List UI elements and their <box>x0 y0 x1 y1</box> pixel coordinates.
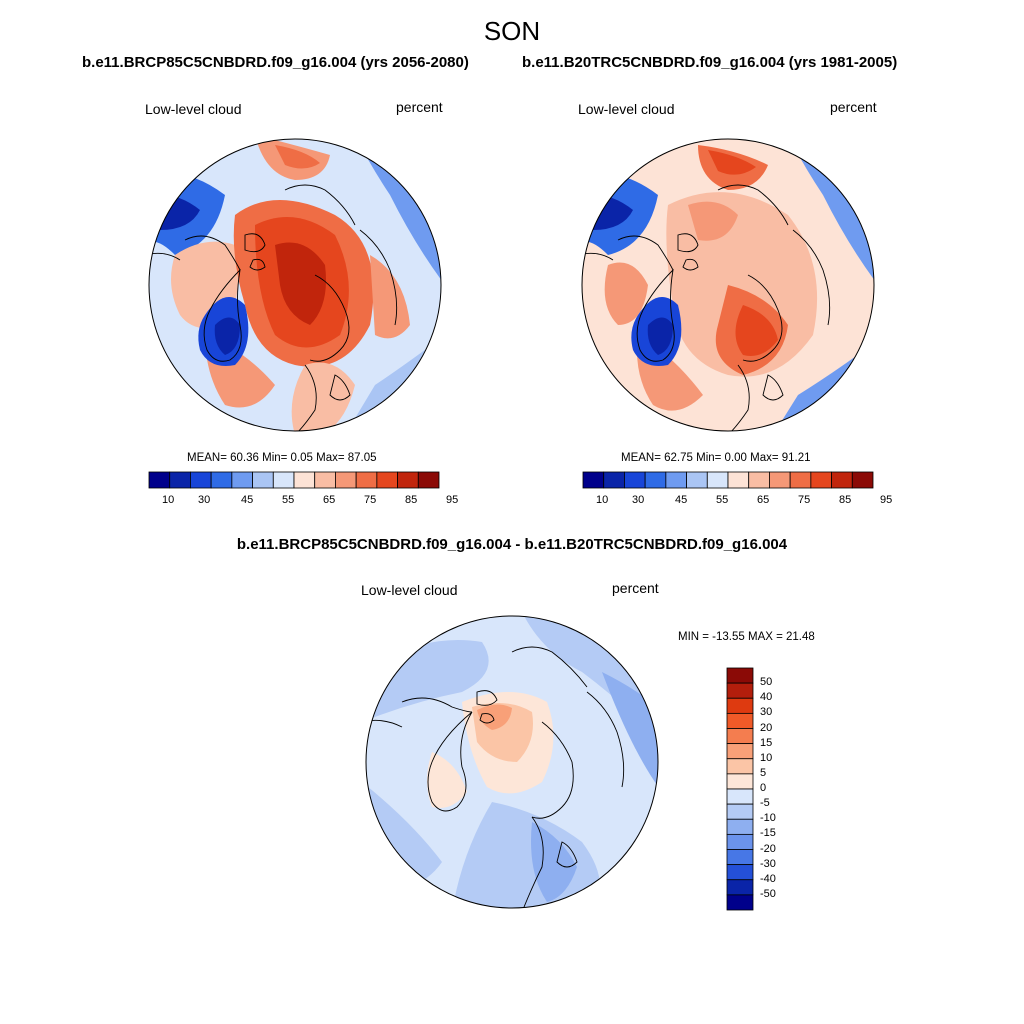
colorbar-swatch <box>726 712 754 729</box>
panel-left-cb-tick: 10 <box>162 494 175 506</box>
panel-left-cb-tick: 75 <box>364 494 377 506</box>
colorbar-swatch <box>272 471 295 489</box>
panel-left-cb-tick: 65 <box>323 494 336 506</box>
colorbar-swatch <box>376 471 398 489</box>
colorbar-swatch <box>789 471 812 489</box>
colorbar-swatch <box>727 471 750 489</box>
panel-right-cb-tick: 85 <box>839 494 852 506</box>
colorbar-swatch <box>417 471 440 489</box>
panel-left-cb-tick: 55 <box>282 494 295 506</box>
difference-cb-label: -10 <box>760 812 776 825</box>
difference-cb-label: 10 <box>760 751 773 764</box>
panel-right-colorbar <box>582 471 874 489</box>
difference-cb-label: 20 <box>760 721 773 734</box>
colorbar-swatch <box>397 471 419 489</box>
difference-stats: MIN = -13.55 MAX = 21.48 <box>678 631 815 643</box>
colorbar-swatch <box>603 471 625 489</box>
colorbar-swatch <box>314 471 336 489</box>
panel-right-cb-tick: 95 <box>880 494 893 506</box>
panel-right-cb-tick: 30 <box>632 494 645 506</box>
panel-left-cb-tick: 85 <box>405 494 418 506</box>
panel-left-stats: MEAN= 60.36 Min= 0.05 Max= 87.05 <box>187 452 377 464</box>
panel-left-variable-label: Low-level cloud <box>145 101 242 117</box>
difference-cb-label: -40 <box>760 872 776 885</box>
difference-cb-label: 15 <box>760 736 773 749</box>
panel-left-cb-tick: 45 <box>241 494 254 506</box>
difference-cb-label: 0 <box>760 782 767 794</box>
difference-title: b.e11.BRCP85C5CNBDRD.f09_g16.004 - b.e11… <box>236 536 788 553</box>
difference-cb-label: 5 <box>760 766 767 779</box>
panel-right-units-label: percent <box>830 99 877 115</box>
colorbar-swatch <box>210 471 233 489</box>
colorbar-swatch <box>252 471 274 489</box>
difference-cb-label: -5 <box>760 797 770 810</box>
difference-variable-label: Low-level cloud <box>361 582 458 598</box>
colorbar-swatch <box>148 471 171 489</box>
colorbar-swatch <box>726 728 754 745</box>
colorbar-swatch <box>726 864 754 881</box>
colorbar-swatch <box>831 471 853 489</box>
difference-cb-label: 40 <box>760 691 773 704</box>
colorbar-swatch <box>169 471 191 489</box>
colorbar-swatch <box>810 471 832 489</box>
difference-cb-label: -50 <box>760 887 776 900</box>
colorbar-swatch <box>726 743 754 760</box>
colorbar-swatch <box>335 471 357 489</box>
colorbar-swatch <box>190 471 212 489</box>
figure-title: SON <box>483 16 541 46</box>
panel-right-stats: MEAN= 62.75 Min= 0.00 Max= 91.21 <box>621 452 811 464</box>
colorbar-swatch <box>748 471 770 489</box>
colorbar-swatch <box>726 682 754 699</box>
panel-right-polar-map <box>581 138 875 432</box>
colorbar-swatch <box>582 471 605 489</box>
difference-units-label: percent <box>612 580 659 596</box>
panel-left-colorbar <box>148 471 440 489</box>
panel-right-cb-tick: 45 <box>675 494 688 506</box>
colorbar-swatch <box>726 758 754 775</box>
colorbar-swatch <box>726 697 754 714</box>
colorbar-swatch <box>706 471 729 489</box>
panel-right-variable-label: Low-level cloud <box>578 101 675 117</box>
colorbar-swatch <box>231 471 253 489</box>
colorbar-swatch <box>624 471 646 489</box>
difference-cb-label: -15 <box>760 827 776 840</box>
difference-polar-map <box>365 615 659 909</box>
colorbar-swatch <box>293 471 316 489</box>
colorbar-swatch <box>726 803 754 820</box>
colorbar-swatch <box>355 471 378 489</box>
panel-right-cb-tick: 75 <box>798 494 811 506</box>
panel-right-case-title: b.e11.B20TRC5CNBDRD.f09_g16.004 (yrs 198… <box>522 54 898 71</box>
colorbar-swatch <box>644 471 667 489</box>
panel-left-case-title: b.e11.BRCP85C5CNBDRD.f09_g16.004 (yrs 20… <box>82 54 469 71</box>
colorbar-swatch <box>726 849 754 866</box>
colorbar-swatch <box>726 894 754 911</box>
colorbar-swatch <box>769 471 791 489</box>
colorbar-swatch <box>851 471 874 489</box>
colorbar-swatch <box>726 788 754 805</box>
difference-cb-label: -20 <box>760 842 776 855</box>
difference-cb-label: -30 <box>760 857 776 870</box>
panel-right-cb-tick: 10 <box>596 494 609 506</box>
colorbar-swatch <box>686 471 708 489</box>
panel-left-polar-map <box>148 138 442 432</box>
difference-colorbar <box>726 667 754 911</box>
panel-right-cb-tick: 55 <box>716 494 729 506</box>
panel-right-cb-tick: 65 <box>757 494 770 506</box>
colorbar-swatch <box>726 773 754 790</box>
difference-cb-label: 30 <box>760 706 773 719</box>
panel-left-cb-tick: 30 <box>198 494 211 506</box>
colorbar-swatch <box>726 879 754 896</box>
panel-left-units-label: percent <box>396 99 443 115</box>
colorbar-swatch <box>665 471 687 489</box>
colorbar-swatch <box>726 818 754 835</box>
panel-left-cb-tick: 95 <box>446 494 459 506</box>
colorbar-swatch <box>726 833 754 850</box>
difference-cb-label: 50 <box>760 676 773 689</box>
colorbar-swatch <box>726 667 754 684</box>
